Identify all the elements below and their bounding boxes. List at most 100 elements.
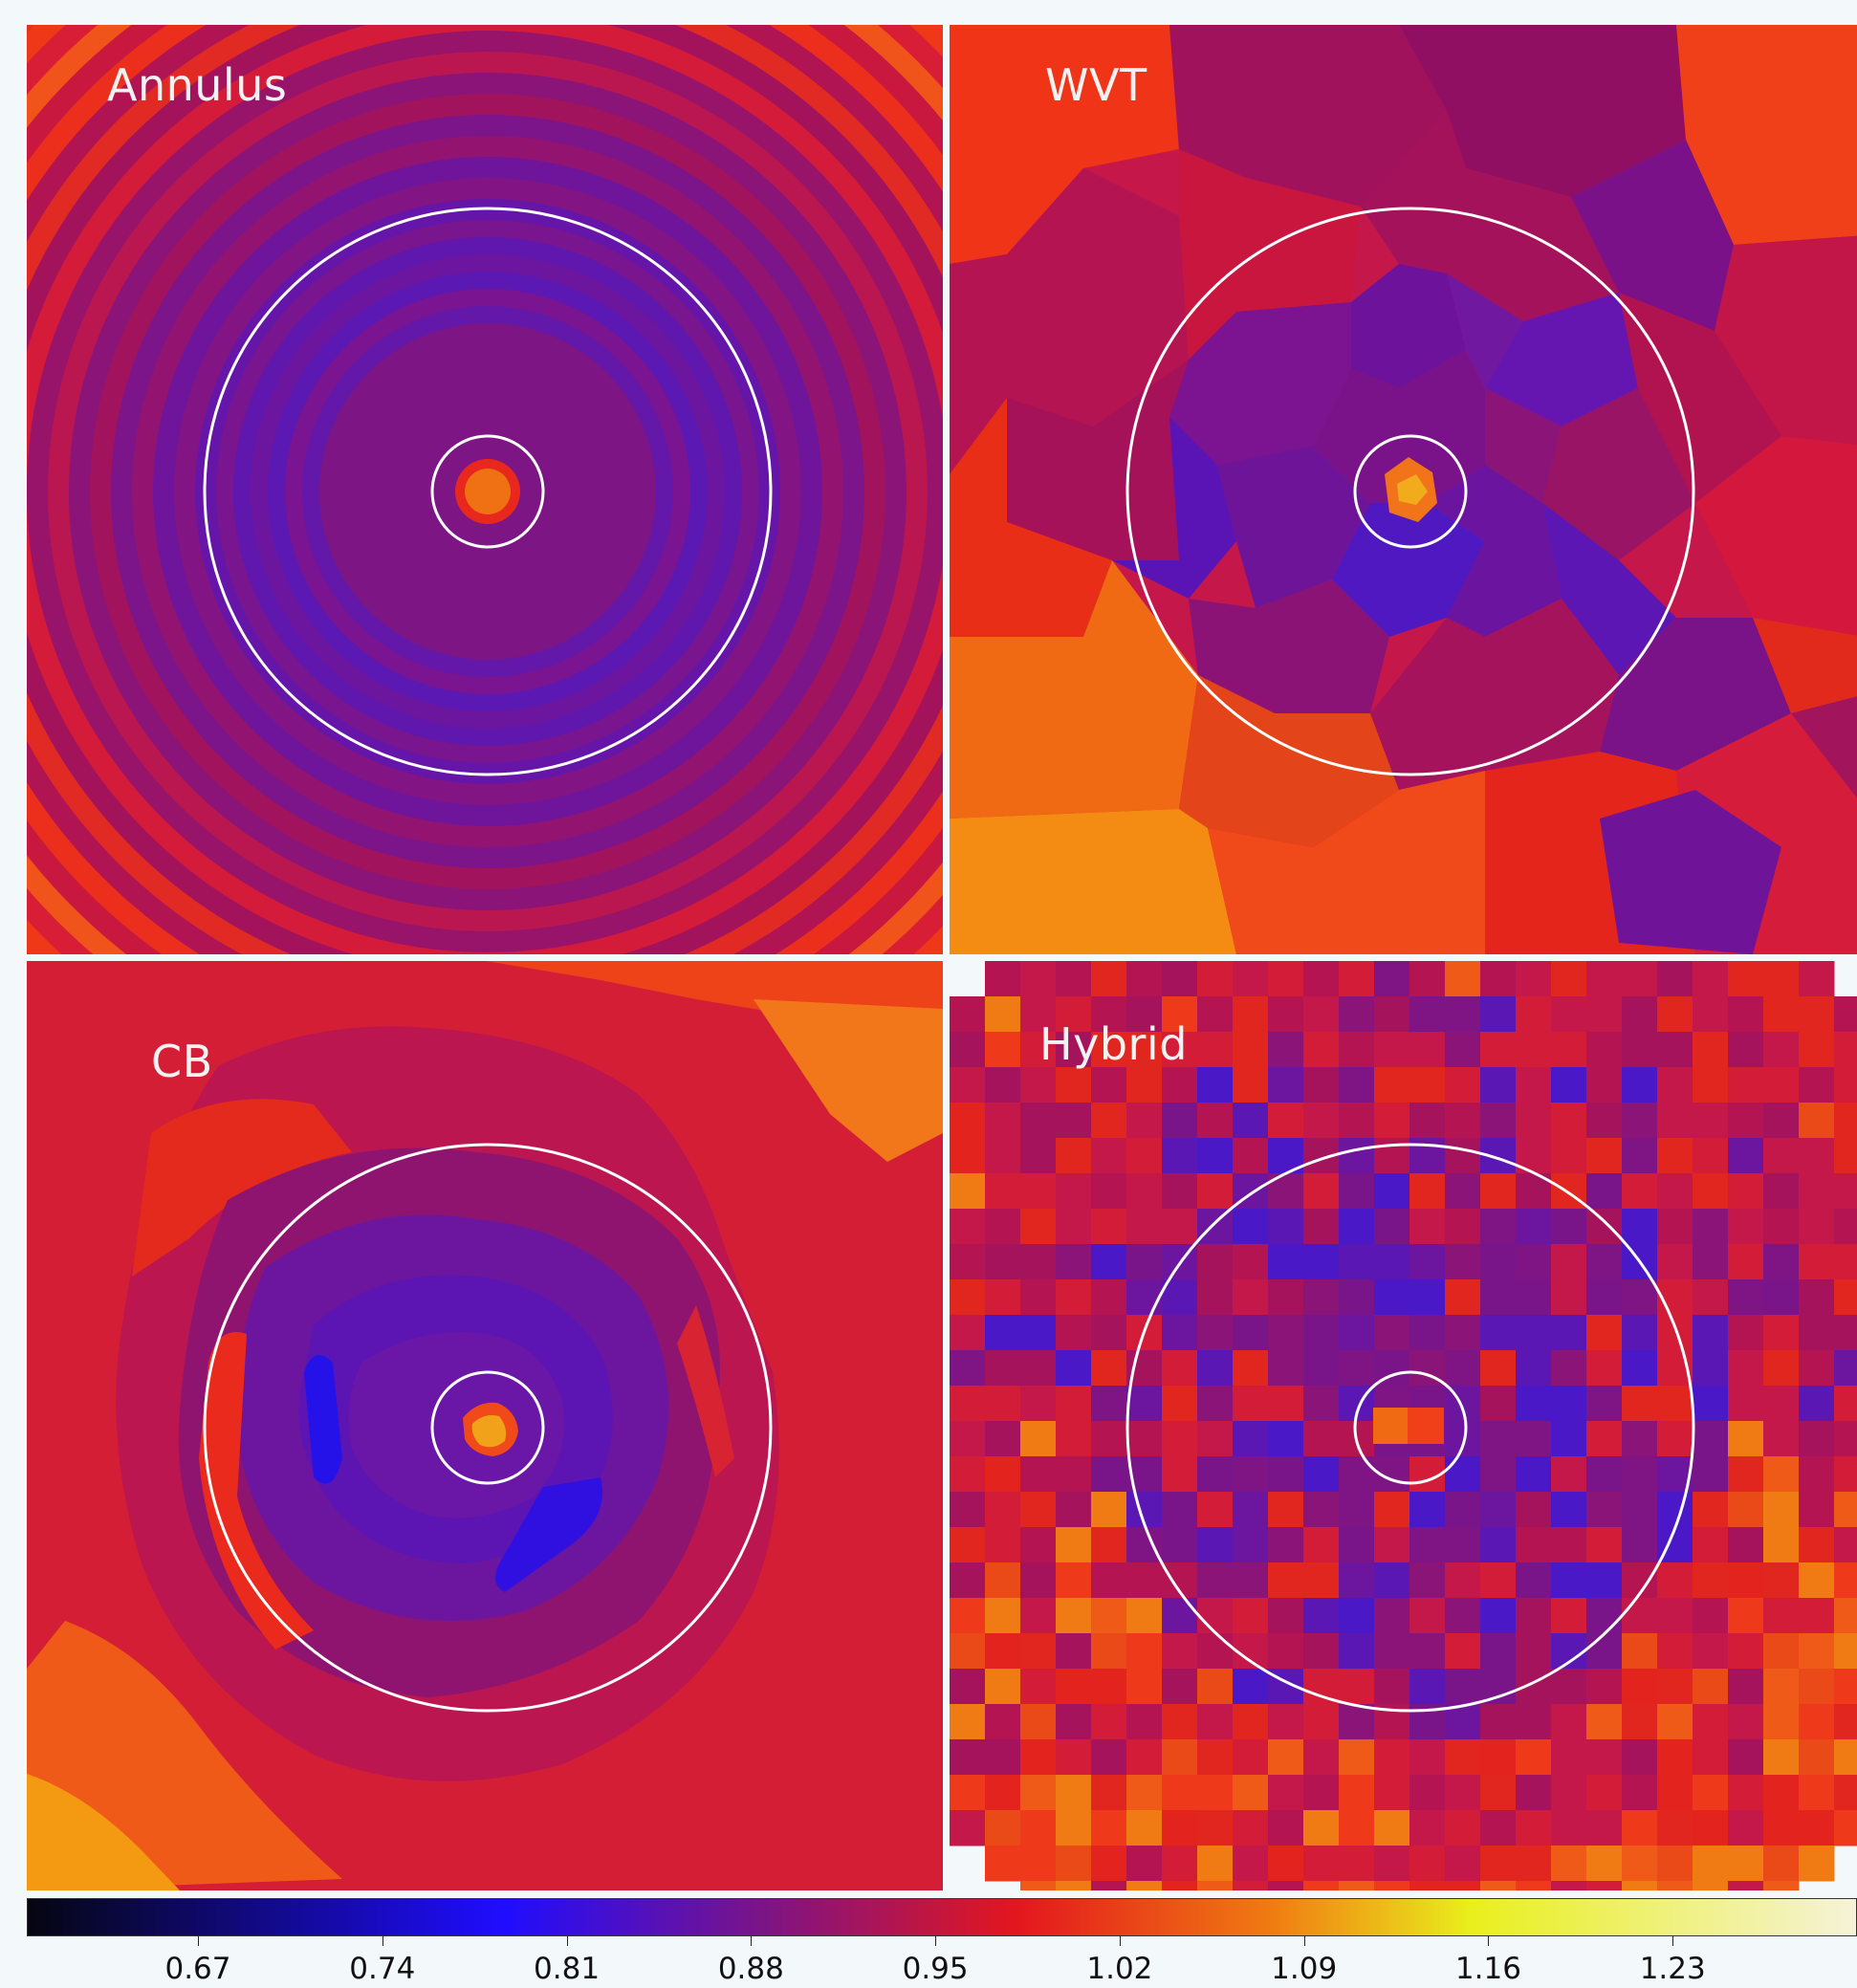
hybrid-pixel bbox=[1516, 961, 1552, 997]
hybrid-pixel bbox=[1056, 1456, 1092, 1493]
hybrid-pixel bbox=[1799, 1103, 1835, 1139]
hybrid-pixel bbox=[985, 1527, 1021, 1563]
hybrid-pixel bbox=[1622, 1350, 1658, 1387]
hybrid-pixel bbox=[1197, 1067, 1234, 1103]
panel-label-annulus: Annulus bbox=[107, 59, 288, 111]
hybrid-pixel bbox=[985, 1421, 1021, 1457]
hybrid-pixel bbox=[1480, 1704, 1517, 1740]
hybrid-pixel bbox=[1268, 1315, 1304, 1351]
hybrid-pixel bbox=[1409, 1173, 1446, 1210]
outer-circle bbox=[203, 1143, 773, 1713]
hybrid-pixel bbox=[1056, 1103, 1092, 1139]
hybrid-pixel bbox=[1233, 1315, 1269, 1351]
hybrid-pixel bbox=[1020, 961, 1057, 997]
hybrid-pixel bbox=[1693, 961, 1729, 997]
hybrid-pixel bbox=[1374, 1492, 1410, 1528]
hybrid-pixel bbox=[1233, 1669, 1269, 1705]
hybrid-pixel bbox=[985, 1562, 1021, 1599]
hybrid-pixel bbox=[1834, 1669, 1857, 1705]
hybrid-pixel bbox=[1834, 1562, 1857, 1599]
hybrid-pixel bbox=[1197, 1704, 1234, 1740]
hybrid-pixel bbox=[985, 996, 1021, 1033]
hybrid-pixel bbox=[1409, 1775, 1446, 1811]
hybrid-pixel bbox=[1586, 1633, 1623, 1670]
panel-label-hybrid: Hybrid bbox=[1039, 1018, 1188, 1070]
hybrid-pixel bbox=[1622, 1775, 1658, 1811]
hybrid-pixel bbox=[1834, 1775, 1857, 1811]
hybrid-pixel bbox=[1268, 1421, 1304, 1457]
hybrid-pixel bbox=[1728, 1562, 1764, 1599]
hybrid-pixel bbox=[1197, 1138, 1234, 1174]
hybrid-pixel bbox=[1480, 1492, 1517, 1528]
hybrid-pixel bbox=[1693, 1173, 1729, 1210]
hybrid-pixel bbox=[1020, 1244, 1057, 1280]
hybrid-pixel bbox=[1657, 1138, 1693, 1174]
hybrid-pixel bbox=[1693, 996, 1729, 1033]
hybrid-pixel bbox=[1728, 1881, 1764, 1890]
hybrid-pixel bbox=[1374, 1103, 1410, 1139]
hybrid-pixel bbox=[1374, 1244, 1410, 1280]
hybrid-pixel bbox=[1268, 1598, 1304, 1634]
hybrid-pixel bbox=[1551, 1315, 1587, 1351]
hybrid-pixel bbox=[1445, 1350, 1481, 1387]
hybrid-pixel bbox=[1516, 1881, 1552, 1890]
hybrid-pixel bbox=[1799, 961, 1835, 997]
hybrid-pixel bbox=[1551, 996, 1587, 1033]
colorbar-tick-label: 0.88 bbox=[717, 1952, 784, 1986]
hybrid-pixel bbox=[1622, 1209, 1658, 1245]
hybrid-pixel bbox=[1268, 1350, 1304, 1387]
hybrid-pixel bbox=[1268, 1032, 1304, 1068]
hybrid-pixel bbox=[1339, 1350, 1375, 1387]
hybrid-pixel bbox=[1622, 1527, 1658, 1563]
hybrid-pixel bbox=[1374, 1173, 1410, 1210]
hybrid-pixel bbox=[1516, 1669, 1552, 1705]
hybrid-pixel bbox=[1445, 1633, 1481, 1670]
hybrid-pixel bbox=[1445, 1138, 1481, 1174]
hybrid-pixel bbox=[1303, 1244, 1340, 1280]
hybrid-pixel bbox=[1586, 1810, 1623, 1846]
hybrid-pixel bbox=[1162, 1633, 1198, 1670]
hybrid-pixel bbox=[1799, 1669, 1835, 1705]
hybrid-pixel bbox=[1763, 1881, 1800, 1890]
hybrid-pixel bbox=[1551, 1846, 1587, 1882]
hybrid-pixel bbox=[1586, 1598, 1623, 1634]
hybrid-pixel bbox=[1799, 1527, 1835, 1563]
colorbar-tick-label: 1.23 bbox=[1639, 1952, 1706, 1986]
hybrid-pixel bbox=[1551, 1810, 1587, 1846]
hybrid-pixel bbox=[1233, 1032, 1269, 1068]
hybrid-pixel bbox=[1339, 961, 1375, 997]
hybrid-map bbox=[950, 961, 1857, 1890]
hybrid-pixel bbox=[1339, 1669, 1375, 1705]
hybrid-pixel bbox=[1516, 1103, 1552, 1139]
hybrid-pixel bbox=[1657, 1173, 1693, 1210]
hybrid-pixel bbox=[1516, 1527, 1552, 1563]
hybrid-pixel bbox=[1091, 1598, 1127, 1634]
hybrid-pixel bbox=[1056, 1775, 1092, 1811]
hybrid-pixel bbox=[1728, 1704, 1764, 1740]
hybrid-pixel bbox=[1551, 1669, 1587, 1705]
hybrid-pixel bbox=[1233, 1775, 1269, 1811]
hybrid-pixel bbox=[1339, 1032, 1375, 1068]
hybrid-pixel bbox=[1233, 1244, 1269, 1280]
hybrid-pixel bbox=[1197, 1209, 1234, 1245]
hybrid-pixel bbox=[950, 1138, 986, 1174]
hybrid-pixel bbox=[1374, 1881, 1410, 1890]
hybrid-pixel bbox=[1056, 1350, 1092, 1387]
hybrid-pixel bbox=[1445, 1456, 1481, 1493]
hybrid-pixel bbox=[1728, 1315, 1764, 1351]
hybrid-pixel bbox=[985, 1775, 1021, 1811]
hybrid-pixel bbox=[1693, 1421, 1729, 1457]
hybrid-pixel bbox=[1622, 1739, 1658, 1776]
hybrid-pixel bbox=[1763, 1421, 1800, 1457]
hybrid-pixel bbox=[1657, 1846, 1693, 1882]
hybrid-pixel bbox=[1799, 1456, 1835, 1493]
hybrid-pixel bbox=[1091, 1315, 1127, 1351]
hybrid-pixel bbox=[1268, 1279, 1304, 1316]
hybrid-pixel bbox=[1445, 1598, 1481, 1634]
hybrid-pixel bbox=[1693, 1527, 1729, 1563]
hybrid-pixel bbox=[1126, 1881, 1163, 1890]
hybrid-pixel bbox=[1799, 1315, 1835, 1351]
hybrid-pixel bbox=[1586, 996, 1623, 1033]
hybrid-pixel bbox=[1020, 1386, 1057, 1422]
hybrid-pixel bbox=[1409, 1669, 1446, 1705]
